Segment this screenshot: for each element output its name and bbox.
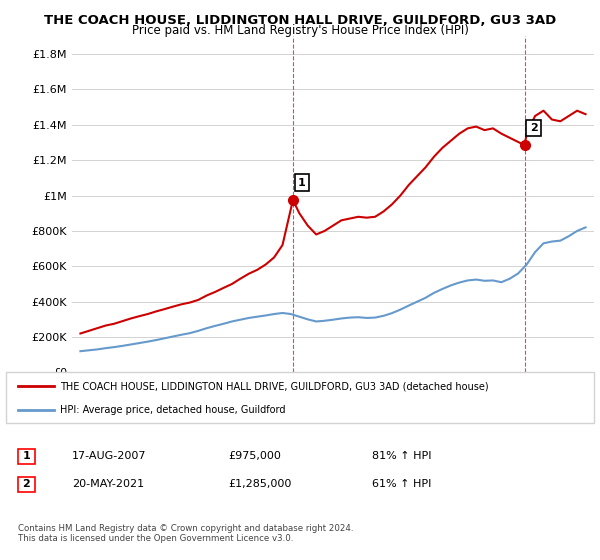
Text: £1,285,000: £1,285,000 (228, 479, 292, 489)
Text: 1: 1 (298, 178, 306, 188)
Text: 81% ↑ HPI: 81% ↑ HPI (372, 451, 431, 461)
Text: THE COACH HOUSE, LIDDINGTON HALL DRIVE, GUILDFORD, GU3 3AD (detached house): THE COACH HOUSE, LIDDINGTON HALL DRIVE, … (60, 381, 488, 391)
Text: 2: 2 (23, 479, 30, 489)
Text: THE COACH HOUSE, LIDDINGTON HALL DRIVE, GUILDFORD, GU3 3AD: THE COACH HOUSE, LIDDINGTON HALL DRIVE, … (44, 14, 556, 27)
Text: £975,000: £975,000 (228, 451, 281, 461)
Text: Price paid vs. HM Land Registry's House Price Index (HPI): Price paid vs. HM Land Registry's House … (131, 24, 469, 37)
Text: 17-AUG-2007: 17-AUG-2007 (72, 451, 146, 461)
Text: 1: 1 (23, 451, 30, 461)
Text: 2: 2 (530, 123, 538, 133)
Text: 61% ↑ HPI: 61% ↑ HPI (372, 479, 431, 489)
Text: 20-MAY-2021: 20-MAY-2021 (72, 479, 144, 489)
Text: Contains HM Land Registry data © Crown copyright and database right 2024.
This d: Contains HM Land Registry data © Crown c… (18, 524, 353, 543)
Text: HPI: Average price, detached house, Guildford: HPI: Average price, detached house, Guil… (60, 405, 286, 416)
